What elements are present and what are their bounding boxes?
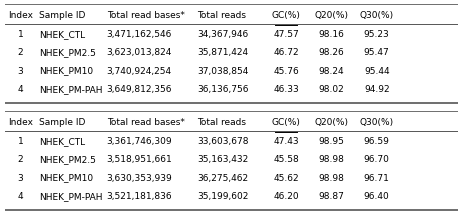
Text: 47.43: 47.43 [273,137,299,146]
Text: Sample ID: Sample ID [39,118,85,127]
Text: Q20(%): Q20(%) [314,11,348,20]
Text: NHEK_PM10: NHEK_PM10 [39,67,93,76]
Text: NHEK_CTL: NHEK_CTL [39,30,85,39]
Text: Total reads: Total reads [198,118,246,127]
Text: 1: 1 [18,30,24,39]
Text: 45.62: 45.62 [273,174,299,183]
Text: NHEK_PM-PAH: NHEK_PM-PAH [39,85,102,94]
Text: 95.47: 95.47 [364,48,389,57]
Text: 95.23: 95.23 [364,30,389,39]
Text: 3,361,746,309: 3,361,746,309 [107,137,172,146]
Text: 3,518,951,661: 3,518,951,661 [107,155,173,164]
Text: 34,367,946: 34,367,946 [198,30,249,39]
Text: NHEK_PM-PAH: NHEK_PM-PAH [39,192,102,201]
Text: Q30(%): Q30(%) [360,118,394,127]
Text: Total read bases*: Total read bases* [107,11,185,20]
Text: 3: 3 [18,174,24,183]
Text: 94.92: 94.92 [364,85,389,94]
Text: 35,871,424: 35,871,424 [198,48,249,57]
Text: 98.16: 98.16 [319,30,344,39]
Text: 3,649,812,356: 3,649,812,356 [107,85,172,94]
Text: 45.76: 45.76 [273,67,299,76]
Text: 2: 2 [18,155,23,164]
Text: 33,603,678: 33,603,678 [198,137,249,146]
Text: NHEK_PM2.5: NHEK_PM2.5 [39,48,95,57]
Text: 96.70: 96.70 [364,155,390,164]
Text: Sample ID: Sample ID [39,11,85,20]
Text: 98.98: 98.98 [319,155,344,164]
Text: 47.57: 47.57 [273,30,299,39]
Text: GC(%): GC(%) [271,11,300,20]
Text: 3,740,924,254: 3,740,924,254 [107,67,172,76]
Text: Index: Index [8,118,33,127]
Text: Q30(%): Q30(%) [360,11,394,20]
Text: 46.72: 46.72 [273,48,299,57]
Text: 98.24: 98.24 [319,67,344,76]
Text: 3,623,013,824: 3,623,013,824 [107,48,172,57]
Text: 96.40: 96.40 [364,192,389,201]
Text: 36,275,462: 36,275,462 [198,174,249,183]
Text: Q20(%): Q20(%) [314,118,348,127]
Text: 4: 4 [18,192,23,201]
Text: 35,163,432: 35,163,432 [198,155,249,164]
Text: 36,136,756: 36,136,756 [198,85,249,94]
Text: Total reads: Total reads [198,11,246,20]
Text: 3,521,181,836: 3,521,181,836 [107,192,172,201]
Text: Total read bases*: Total read bases* [107,118,185,127]
Text: 4: 4 [18,85,23,94]
Text: 98.87: 98.87 [319,192,344,201]
Text: 98.02: 98.02 [319,85,344,94]
Text: 46.33: 46.33 [273,85,299,94]
Text: NHEK_PM2.5: NHEK_PM2.5 [39,155,95,164]
Text: 45.58: 45.58 [273,155,299,164]
Text: 3,471,162,546: 3,471,162,546 [107,30,172,39]
Text: 95.44: 95.44 [364,67,389,76]
Text: GC(%): GC(%) [271,118,300,127]
Text: 1: 1 [18,137,24,146]
Text: 98.98: 98.98 [319,174,344,183]
Text: 3,630,353,939: 3,630,353,939 [107,174,173,183]
Text: 98.95: 98.95 [319,137,344,146]
Text: 37,038,854: 37,038,854 [198,67,249,76]
Text: Index: Index [8,11,33,20]
Text: 35,199,602: 35,199,602 [198,192,249,201]
Text: 98.26: 98.26 [319,48,344,57]
Text: 2: 2 [18,48,23,57]
Text: NHEK_PM10: NHEK_PM10 [39,174,93,183]
Text: 46.20: 46.20 [273,192,299,201]
Text: NHEK_CTL: NHEK_CTL [39,137,85,146]
Text: 96.71: 96.71 [364,174,390,183]
Text: 96.59: 96.59 [364,137,390,146]
Text: 3: 3 [18,67,24,76]
